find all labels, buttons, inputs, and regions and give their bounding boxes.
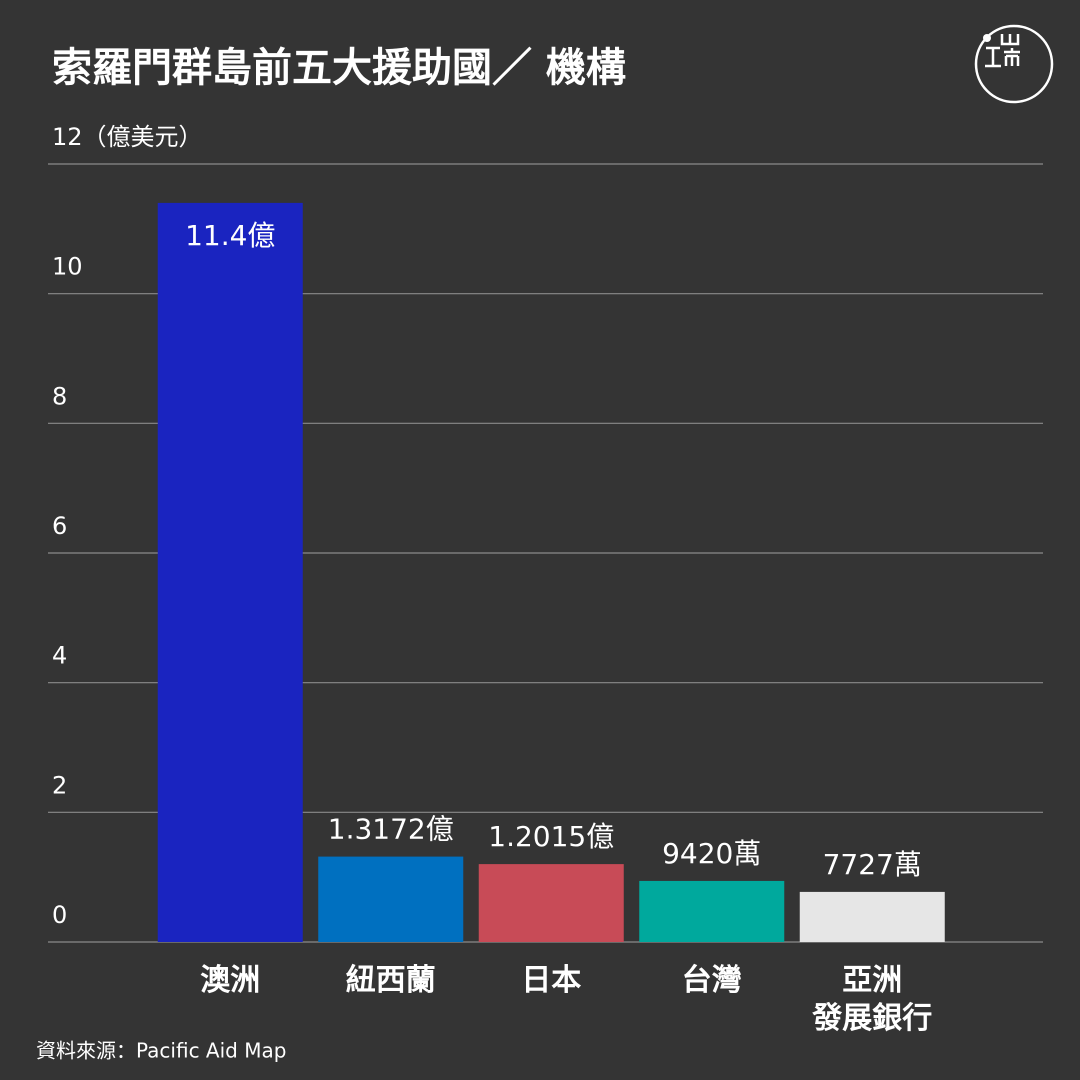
y-tick-label: 6 <box>52 512 67 540</box>
y-tick-label: 0 <box>52 901 67 929</box>
y-tick-label: 4 <box>52 642 67 670</box>
value-label: 1.3172億 <box>328 813 454 846</box>
value-label: 1.2015億 <box>488 820 614 853</box>
bar <box>318 856 464 942</box>
value-label: 11.4億 <box>185 219 275 252</box>
logo <box>974 24 1054 104</box>
x-tick-label: 澳洲 <box>200 963 261 998</box>
chart-title: 索羅門群島前五大援助國／ 機構 <box>52 45 626 91</box>
x-tick-label: 台灣 <box>681 963 742 998</box>
y-tick-label: 12（億美元） <box>52 123 203 151</box>
value-label: 9420萬 <box>662 837 761 870</box>
source: 資料來源：Pacific Aid Map <box>36 1039 286 1063</box>
x-tick-label: 紐西蘭 <box>345 963 436 998</box>
y-tick-label: 8 <box>52 382 67 410</box>
x-tick-label: 亞洲 發展銀行 <box>812 963 933 1036</box>
bar <box>799 891 945 942</box>
y-tick-label: 2 <box>52 771 67 799</box>
bar <box>478 864 624 942</box>
value-label: 7727萬 <box>823 848 922 881</box>
y-tick-label: 10 <box>52 253 83 281</box>
x-tick-label: 日本 <box>521 963 582 998</box>
bar <box>639 880 785 942</box>
bar <box>157 202 303 942</box>
